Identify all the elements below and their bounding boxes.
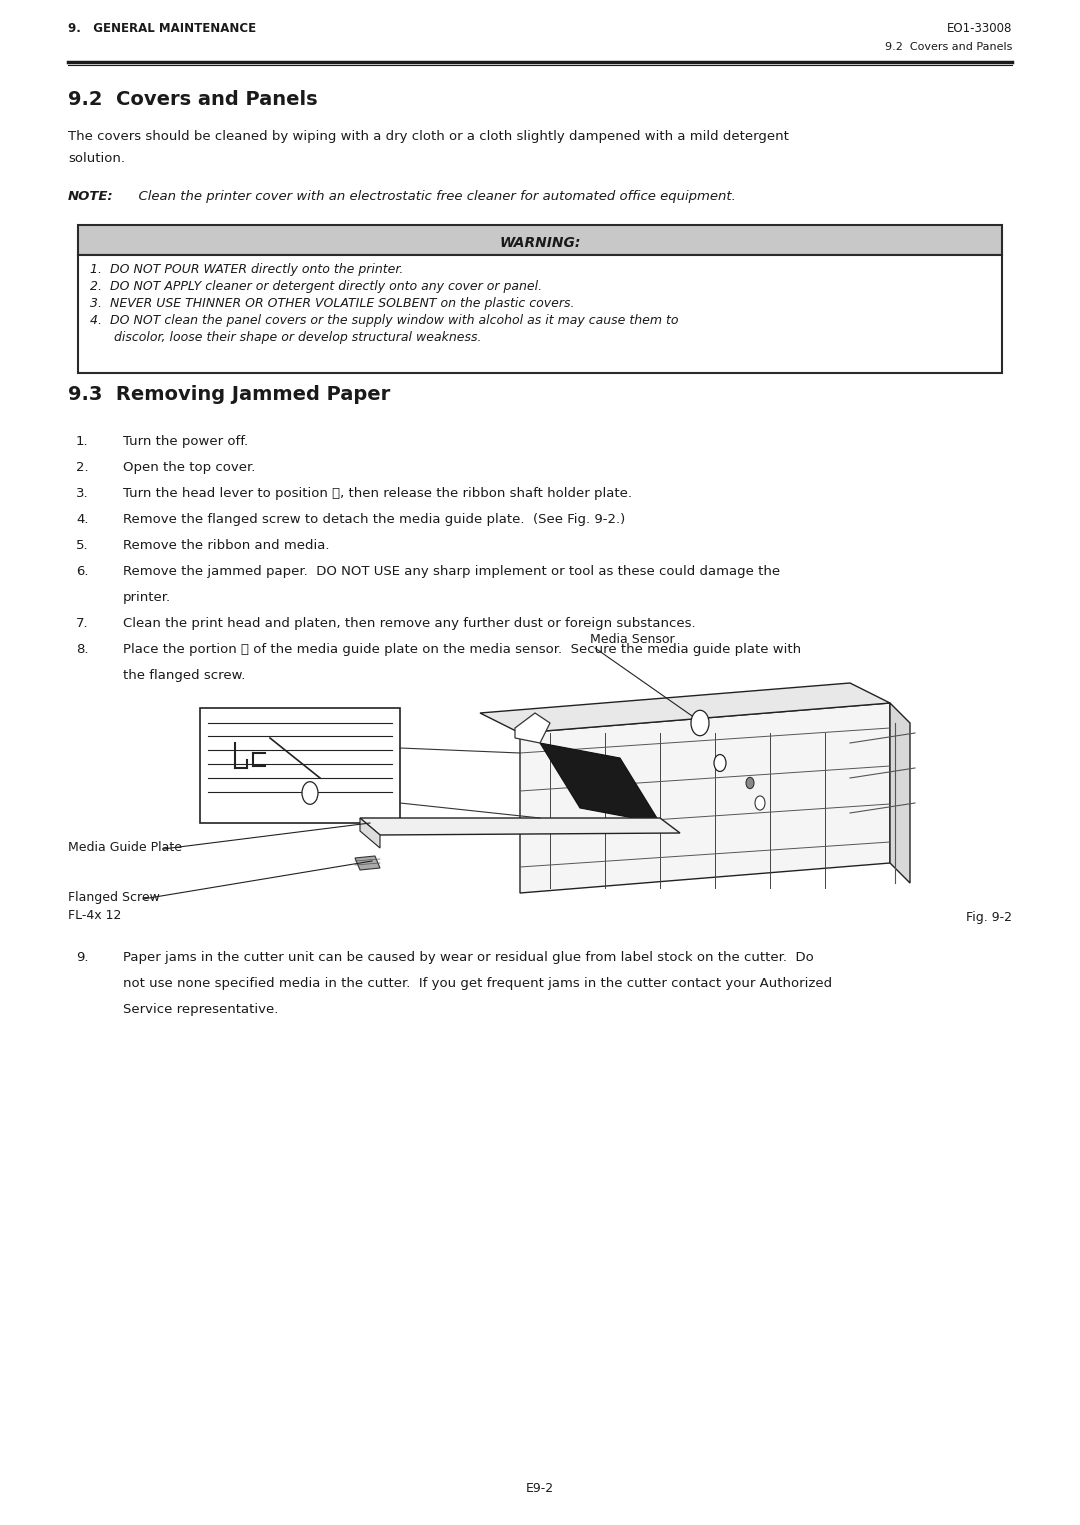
Bar	[78, 226, 1002, 255]
Polygon shape	[890, 703, 910, 883]
Polygon shape	[360, 817, 380, 848]
Text: 9.2  Covers and Panels: 9.2 Covers and Panels	[885, 43, 1012, 52]
Text: 4.  DO NOT clean the panel covers or the supply window with alcohol as it may ca: 4. DO NOT clean the panel covers or the …	[90, 314, 678, 326]
Text: Media Sensor: Media Sensor	[590, 633, 675, 647]
Text: Remove the flanged screw to detach the media guide plate.  (See Fig. 9-2.): Remove the flanged screw to detach the m…	[123, 512, 625, 526]
Polygon shape	[519, 703, 890, 894]
Text: 1.  DO NOT POUR WATER directly onto the printer.: 1. DO NOT POUR WATER directly onto the p…	[90, 262, 403, 276]
Text: 7.: 7.	[76, 618, 89, 630]
Text: 3.  NEVER USE THINNER OR OTHER VOLATILE SOLBENT on the plastic covers.: 3. NEVER USE THINNER OR OTHER VOLATILE S…	[90, 297, 575, 310]
Circle shape	[746, 778, 754, 788]
Text: Media Guide Plate: Media Guide Plate	[68, 840, 183, 854]
Text: Paper jams in the cutter unit can be caused by wear or residual glue from label : Paper jams in the cutter unit can be cau…	[123, 952, 813, 964]
Text: 9.2  Covers and Panels: 9.2 Covers and Panels	[68, 90, 318, 108]
Circle shape	[755, 796, 765, 810]
Polygon shape	[355, 856, 380, 869]
Text: 1.: 1.	[76, 435, 89, 448]
Text: Clean the print head and platen, then remove any further dust or foreign substan: Clean the print head and platen, then re…	[123, 618, 696, 630]
Text: 9.   GENERAL MAINTENANCE: 9. GENERAL MAINTENANCE	[68, 21, 256, 35]
Text: discolor, loose their shape or develop structural weakness.: discolor, loose their shape or develop s…	[90, 331, 482, 345]
Text: 6.: 6.	[76, 564, 89, 578]
Text: 5.: 5.	[76, 538, 89, 552]
Text: Turn the power off.: Turn the power off.	[123, 435, 248, 448]
Text: Fig. 9-2: Fig. 9-2	[966, 910, 1012, 924]
Text: 4.: 4.	[76, 512, 89, 526]
Text: printer.: printer.	[123, 592, 171, 604]
Circle shape	[714, 755, 726, 772]
Polygon shape	[540, 743, 660, 824]
Text: Service representative.: Service representative.	[123, 1003, 279, 1016]
Text: Remove the jammed paper.  DO NOT USE any sharp implement or tool as these could : Remove the jammed paper. DO NOT USE any …	[123, 564, 780, 578]
Text: Turn the head lever to position ⓢ, then release the ribbon shaft holder plate.: Turn the head lever to position ⓢ, then …	[123, 486, 632, 500]
Text: EO1-33008: EO1-33008	[947, 21, 1012, 35]
Text: 9.3  Removing Jammed Paper: 9.3 Removing Jammed Paper	[68, 384, 390, 404]
Polygon shape	[480, 683, 890, 734]
Text: The covers should be cleaned by wiping with a dry cloth or a cloth slightly damp: The covers should be cleaned by wiping w…	[68, 130, 788, 143]
Text: 9.: 9.	[76, 952, 89, 964]
Text: Remove the ribbon and media.: Remove the ribbon and media.	[123, 538, 329, 552]
Text: FL-4x 12: FL-4x 12	[68, 909, 121, 923]
Text: Ⓑ: Ⓑ	[307, 791, 313, 801]
Text: 8.: 8.	[76, 644, 89, 656]
Text: 2.: 2.	[76, 461, 89, 474]
Text: WARNING:: WARNING:	[499, 236, 581, 250]
Text: Open the top cover.: Open the top cover.	[123, 461, 255, 474]
Text: 3.: 3.	[76, 486, 89, 500]
Circle shape	[302, 782, 318, 804]
Text: NOTE:: NOTE:	[68, 191, 113, 203]
Bar	[78, 255, 1002, 374]
Text: the flanged screw.: the flanged screw.	[123, 669, 245, 682]
Text: E9-2: E9-2	[526, 1482, 554, 1494]
Polygon shape	[360, 817, 680, 836]
Polygon shape	[515, 714, 550, 743]
Text: not use none specified media in the cutter.  If you get frequent jams in the cut: not use none specified media in the cutt…	[123, 978, 832, 990]
Text: Ⓑ: Ⓑ	[697, 721, 703, 730]
Text: solution.: solution.	[68, 152, 125, 165]
Text: 2.  DO NOT APPLY cleaner or detergent directly onto any cover or panel.: 2. DO NOT APPLY cleaner or detergent dir…	[90, 281, 542, 293]
Text: Clean the printer cover with an electrostatic free cleaner for automated office : Clean the printer cover with an electros…	[130, 191, 735, 203]
Text: Place the portion Ⓑ of the media guide plate on the media sensor.  Secure the me: Place the portion Ⓑ of the media guide p…	[123, 644, 801, 656]
Text: Flanged Screw: Flanged Screw	[68, 891, 160, 904]
Bar	[200, 708, 400, 824]
Circle shape	[691, 711, 708, 735]
